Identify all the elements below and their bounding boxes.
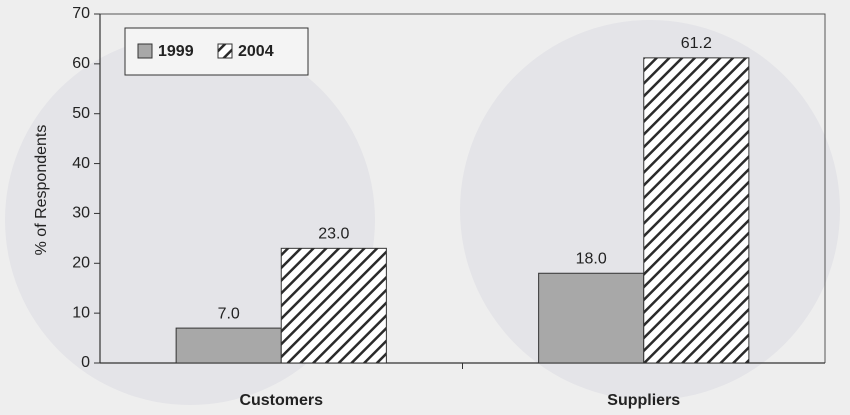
y-tick-label: 30 <box>72 205 90 222</box>
bar <box>538 272 645 364</box>
legend-swatch <box>137 43 153 59</box>
y-tick-label: 50 <box>72 105 90 122</box>
value-label: 23.0 <box>318 226 349 243</box>
bar <box>643 57 750 364</box>
y-tick-label: 0 <box>81 354 90 371</box>
value-label: 18.0 <box>576 250 607 267</box>
y-tick-label: 10 <box>72 304 90 321</box>
bar <box>280 247 387 364</box>
legend-box <box>124 27 309 76</box>
legend-label: 1999 <box>158 43 194 60</box>
value-label: 61.2 <box>681 35 712 52</box>
legend-label: 2004 <box>238 43 274 60</box>
bar <box>175 327 282 364</box>
value-label: 7.0 <box>218 305 240 322</box>
plot-frame <box>100 13 826 363</box>
x-tick-label: Customers <box>239 392 323 409</box>
y-tick-label: 70 <box>72 5 90 22</box>
y-axis-label: % of Respondents <box>33 125 50 256</box>
y-tick-label: 60 <box>72 55 90 72</box>
legend-swatch <box>217 43 233 59</box>
x-tick-label: Suppliers <box>607 392 680 409</box>
y-tick-label: 20 <box>72 255 90 272</box>
y-tick-label: 40 <box>72 155 90 172</box>
